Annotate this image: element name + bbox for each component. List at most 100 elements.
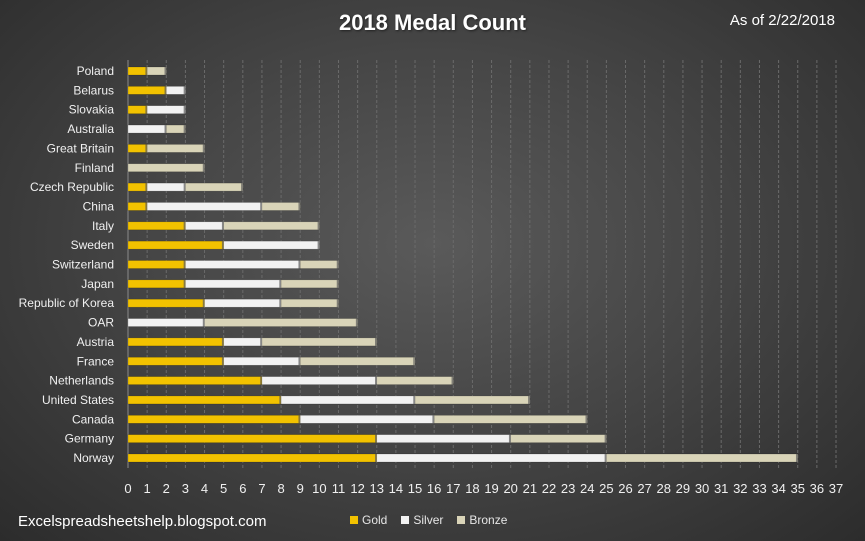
bar-bronze bbox=[261, 337, 378, 347]
category-label: United States bbox=[42, 393, 114, 407]
bar-gold bbox=[127, 395, 282, 405]
bar-gold bbox=[127, 376, 263, 385]
category-label: OAR bbox=[88, 316, 114, 330]
bar-bronze bbox=[606, 453, 799, 463]
x-tick-label: 25 bbox=[599, 481, 613, 496]
x-tick-label: 14 bbox=[389, 481, 403, 496]
legend-item-silver: Silver bbox=[401, 513, 443, 527]
x-tick-label: 11 bbox=[332, 481, 346, 496]
bar-gold bbox=[127, 221, 186, 231]
bar-bronze bbox=[280, 298, 339, 308]
bar-bronze bbox=[127, 163, 205, 173]
bar-gold bbox=[127, 86, 167, 95]
category-label: Netherlands bbox=[49, 374, 114, 388]
category-label: Belarus bbox=[73, 83, 114, 97]
x-tick-label: 36 bbox=[810, 481, 824, 496]
bar-bronze bbox=[376, 376, 454, 385]
legend-swatch-silver bbox=[401, 516, 410, 524]
bar-silver bbox=[165, 86, 186, 95]
legend-label-gold: Gold bbox=[362, 513, 388, 527]
bar-gold bbox=[127, 240, 224, 250]
x-tick-label: 8 bbox=[277, 481, 284, 496]
bar-gold bbox=[127, 202, 148, 211]
bar-gold bbox=[127, 279, 186, 289]
chart-title: 2018 Medal Count bbox=[338, 10, 527, 35]
bar-bronze bbox=[299, 260, 339, 269]
x-tick-label: 30 bbox=[695, 481, 709, 496]
bar-gold bbox=[127, 144, 148, 153]
bar-silver bbox=[299, 414, 435, 424]
x-tick-label: 37 bbox=[829, 481, 843, 496]
x-tick-label: 32 bbox=[733, 481, 747, 496]
bar-gold bbox=[127, 356, 224, 366]
x-tick-label: 1 bbox=[144, 481, 151, 496]
legend-swatch-bronze bbox=[457, 516, 466, 524]
legend-item-bronze: Bronze bbox=[457, 513, 507, 527]
bar-gold bbox=[127, 453, 378, 463]
x-tick-label: 35 bbox=[790, 481, 804, 496]
x-tick-label: 13 bbox=[370, 481, 384, 496]
x-tick-label: 34 bbox=[771, 481, 785, 496]
bar-bronze bbox=[204, 318, 358, 327]
bar-silver bbox=[376, 434, 512, 443]
x-tick-label: 4 bbox=[201, 481, 208, 496]
x-tick-label: 0 bbox=[124, 481, 131, 496]
x-tick-label: 15 bbox=[408, 481, 422, 496]
bar-bronze bbox=[146, 66, 167, 76]
bar-bronze bbox=[146, 144, 205, 153]
bar-gold bbox=[127, 434, 378, 443]
category-label: China bbox=[83, 199, 115, 213]
category-label: Republic of Korea bbox=[19, 296, 115, 310]
bar-silver bbox=[146, 182, 186, 192]
bar-silver bbox=[185, 260, 301, 269]
x-tick-labels: 0 1 2 3 4 5 6 7 8 9 10 11 12 13 14 15 16 17 18 19 20 21 22 23 24… bbox=[124, 481, 843, 496]
as-of-date: As of 2/22/2018 bbox=[729, 12, 835, 29]
x-tick-label: 9 bbox=[297, 481, 304, 496]
category-label: Germany bbox=[65, 432, 114, 446]
bar-gold bbox=[127, 260, 186, 269]
bar-silver bbox=[223, 337, 263, 347]
bar-bronze bbox=[299, 356, 416, 366]
bar-silver bbox=[185, 221, 224, 231]
bar-silver bbox=[204, 298, 282, 308]
category-label: Great Britain bbox=[47, 141, 114, 155]
bar-gold bbox=[127, 337, 224, 347]
category-label: France bbox=[77, 354, 115, 368]
bar-silver bbox=[223, 356, 301, 366]
x-tick-label: 29 bbox=[676, 481, 690, 496]
x-tick-label: 12 bbox=[350, 481, 364, 496]
x-tick-label: 3 bbox=[182, 481, 189, 496]
bar-silver bbox=[223, 240, 320, 250]
source-text: Excelspreadsheetshelp.blogspot.com bbox=[18, 513, 267, 530]
x-tick-label: 19 bbox=[484, 481, 498, 496]
category-label: Norway bbox=[73, 451, 114, 465]
x-tick-label: 10 bbox=[312, 481, 326, 496]
category-labels: Poland Belarus Slovakia Australia Great Brit… bbox=[19, 64, 115, 465]
x-tick-label: 16 bbox=[427, 481, 441, 496]
bar-gold bbox=[127, 414, 301, 424]
bar-silver bbox=[146, 202, 263, 211]
x-tick-label: 2 bbox=[163, 481, 170, 496]
bar-gold bbox=[127, 182, 148, 192]
x-tick-label: 31 bbox=[714, 481, 728, 496]
legend-item-gold: Gold bbox=[350, 513, 387, 527]
category-label: Switzerland bbox=[52, 258, 114, 272]
category-label: Slovakia bbox=[69, 103, 115, 117]
category-label: Sweden bbox=[71, 238, 114, 252]
bar-bronze bbox=[414, 395, 531, 405]
category-label: Japan bbox=[81, 277, 114, 291]
x-tick-label: 27 bbox=[637, 481, 651, 496]
x-tick-label: 18 bbox=[465, 481, 479, 496]
bar-silver bbox=[280, 395, 416, 405]
category-label: Poland bbox=[77, 64, 114, 78]
x-tick-label: 22 bbox=[542, 481, 556, 496]
bar-bronze bbox=[185, 182, 244, 192]
x-tick-label: 6 bbox=[239, 481, 246, 496]
bar-bronze bbox=[433, 414, 588, 424]
x-tick-label: 20 bbox=[503, 481, 517, 496]
x-tick-label: 17 bbox=[446, 481, 460, 496]
bar-silver bbox=[376, 453, 607, 463]
category-label: Italy bbox=[92, 219, 114, 233]
x-tick-label: 7 bbox=[258, 481, 265, 496]
